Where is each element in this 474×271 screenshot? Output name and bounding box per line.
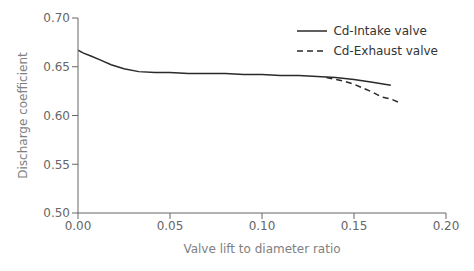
svg-text:0.70: 0.70 [43, 11, 70, 25]
svg-text:0.05: 0.05 [157, 219, 184, 233]
html-text:Cd-Intake valve: Cd-Intake valve [333, 24, 427, 38]
svg-text:Valve lift to diameter ratio: Valve lift to diameter ratio [183, 242, 340, 256]
svg-text:0.65: 0.65 [43, 60, 70, 74]
svg-text:0.20: 0.20 [433, 219, 460, 233]
html-text:Cd-Exhaust valve: Cd-Exhaust valve [333, 44, 438, 58]
svg-text:Discharge coefficient: Discharge coefficient [16, 52, 30, 179]
svg-text:0.60: 0.60 [43, 109, 70, 123]
svg-text:0.55: 0.55 [43, 158, 70, 172]
svg-text:0.50: 0.50 [43, 206, 70, 220]
svg-text:0.10: 0.10 [249, 219, 276, 233]
svg-text:0.15: 0.15 [341, 219, 368, 233]
svg-text:0.00: 0.00 [65, 219, 92, 233]
